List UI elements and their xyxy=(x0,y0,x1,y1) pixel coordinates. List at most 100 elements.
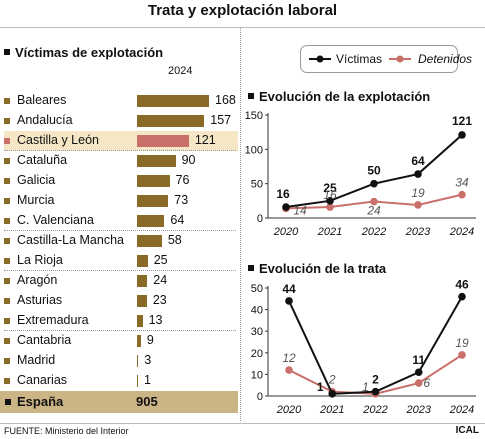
x-tick-label: 2024 xyxy=(449,226,474,238)
bar-row: Madrid 3 xyxy=(4,351,238,371)
y-tick-label: 40 xyxy=(251,305,263,317)
bar-row: Cataluña 90 xyxy=(4,151,238,171)
bar-value-label: 24 xyxy=(153,273,168,287)
data-point xyxy=(458,292,466,301)
legend-detenidos-dot xyxy=(396,55,404,63)
bar-value-label: 121 xyxy=(194,133,216,147)
legend-markers xyxy=(309,55,411,63)
y-tick-label: 0 xyxy=(257,391,263,403)
x-tick-label: 2020 xyxy=(273,226,299,238)
bullet-square-icon xyxy=(4,238,10,244)
bar-row: Canarias 1 xyxy=(4,371,238,391)
bullet-square-icon xyxy=(248,265,254,271)
bar-row: Extremadura 13 xyxy=(4,311,238,331)
bar-value-label: 13 xyxy=(148,313,163,327)
total-label: España xyxy=(17,394,64,409)
data-point xyxy=(328,390,337,398)
region-label: C. Valenciana xyxy=(17,213,94,227)
bar xyxy=(137,335,141,347)
data-label: 46 xyxy=(455,280,469,292)
bullet-square-icon xyxy=(248,93,254,99)
region-label: Castilla y León xyxy=(17,133,99,147)
data-point xyxy=(285,366,293,374)
bar-value-label: 58 xyxy=(167,233,182,247)
data-label: 50 xyxy=(367,164,381,178)
source-note: FUENTE: Ministerio del Interior xyxy=(4,426,129,436)
data-point xyxy=(326,197,334,205)
vertical-divider xyxy=(240,28,241,421)
bar xyxy=(137,215,165,227)
data-point xyxy=(371,387,380,396)
region-label: Cantabria xyxy=(17,333,72,347)
row-divider xyxy=(4,150,236,151)
x-tick-label: 2021 xyxy=(319,404,344,416)
data-label: 14 xyxy=(293,203,307,217)
data-label: 44 xyxy=(282,282,296,296)
bullet-square-icon xyxy=(5,399,11,405)
explotacion-heading-text: Evolución de la explotación xyxy=(259,89,431,104)
data-point xyxy=(458,351,466,359)
x-tick-label: 2022 xyxy=(362,404,387,416)
region-label: Cataluña xyxy=(17,153,68,167)
data-point xyxy=(370,179,378,188)
year-header: 2024 xyxy=(168,65,193,77)
region-label: Andalucía xyxy=(17,113,73,127)
bar xyxy=(137,235,162,247)
y-tick-label: 0 xyxy=(257,213,263,225)
total-value: 905 xyxy=(136,394,158,409)
page-title: Trata y explotación laboral xyxy=(147,2,338,19)
data-point xyxy=(414,201,422,209)
y-tick-label: 10 xyxy=(251,369,263,381)
legend-victimas-label: Víctimas xyxy=(336,52,383,66)
data-point xyxy=(458,131,466,139)
total-row: España 905 xyxy=(0,391,238,413)
bar-value-label: 1 xyxy=(144,373,151,387)
data-label: 2 xyxy=(328,373,336,387)
bullet-square-icon xyxy=(4,298,10,304)
x-tick-label: 2023 xyxy=(406,404,432,416)
data-point xyxy=(285,297,293,305)
bar-value-label: 73 xyxy=(174,193,189,207)
data-label: 121 xyxy=(452,114,472,128)
bar-value-label: 90 xyxy=(181,153,196,167)
region-label: Baleares xyxy=(17,93,67,107)
y-tick-label: 50 xyxy=(251,179,263,191)
bar xyxy=(137,155,176,167)
bullet-square-icon xyxy=(4,158,10,164)
bar-row: Andalucía 157 xyxy=(4,111,238,131)
y-tick-label: 50 xyxy=(251,283,263,295)
bar xyxy=(137,375,138,387)
data-label: 19 xyxy=(411,186,425,200)
y-tick-label: 150 xyxy=(245,110,263,122)
bar xyxy=(137,195,169,207)
data-label: 1 xyxy=(362,380,369,394)
x-tick-label: 2022 xyxy=(361,226,386,238)
legend-detenidos-label: Detenidos xyxy=(418,52,473,66)
bullet-square-icon xyxy=(4,378,10,384)
data-point xyxy=(414,379,423,387)
trata-heading-text: Evolución de la trata xyxy=(259,261,387,276)
bar-value-label: 3 xyxy=(144,353,152,367)
data-label: 1 xyxy=(317,380,324,394)
row-divider xyxy=(4,330,236,331)
bullet-square-icon xyxy=(4,198,10,204)
bar-row: Castilla-La Mancha 58 xyxy=(4,231,238,251)
region-label: Galicia xyxy=(17,173,56,187)
bullet-square-icon xyxy=(4,318,10,324)
data-label: 16 xyxy=(323,188,337,202)
bar-value-label: 64 xyxy=(170,213,185,227)
bar-row: Baleares 168 xyxy=(4,91,238,111)
bar-row: Asturias 23 xyxy=(4,291,238,311)
data-label: 16 xyxy=(276,187,290,201)
bullet-square-icon xyxy=(4,258,10,264)
bullet-square-icon xyxy=(4,49,10,55)
bottom-divider xyxy=(0,423,485,424)
data-label: 34 xyxy=(455,176,469,190)
bar-row: Aragón 24 xyxy=(4,271,238,291)
bullet-square-icon xyxy=(4,338,10,344)
bar-value-label: 25 xyxy=(153,253,168,267)
bullet-square-icon xyxy=(4,98,10,104)
y-tick-label: 20 xyxy=(251,348,263,360)
bar-value-label: 157 xyxy=(210,113,232,127)
